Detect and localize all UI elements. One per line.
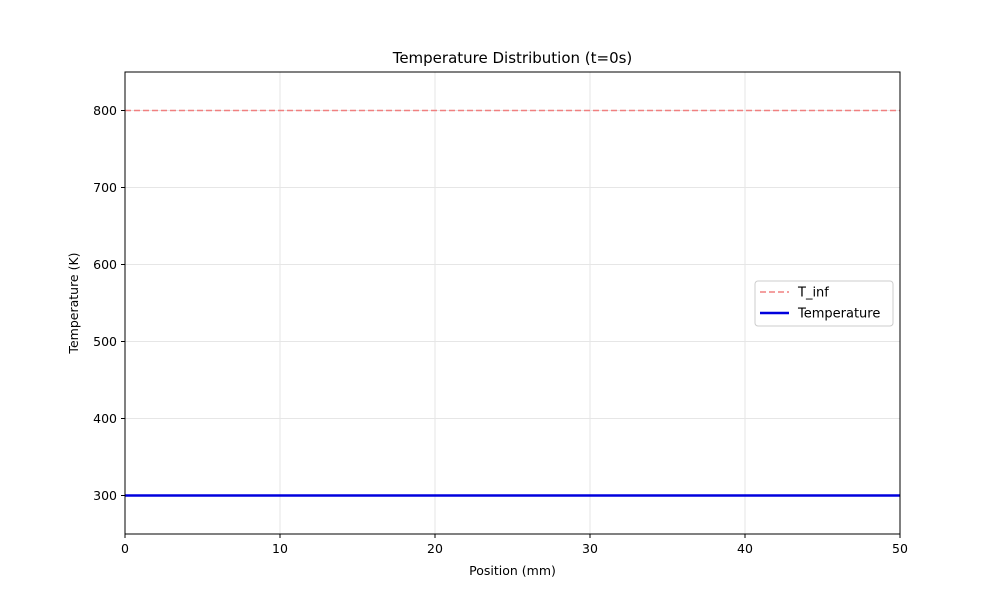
x-tick-label: 0 [121, 541, 129, 556]
y-tick-label: 600 [93, 257, 117, 272]
x-tick-label: 50 [892, 541, 908, 556]
y-tick-label: 500 [93, 334, 117, 349]
x-axis-label: Position (mm) [469, 563, 556, 578]
y-axis-label: Temperature (K) [66, 252, 81, 354]
y-tick-label: 700 [93, 180, 117, 195]
x-tick-label: 10 [272, 541, 288, 556]
legend-box [754, 280, 894, 327]
chart-title: Temperature Distribution (t=0s) [392, 49, 633, 67]
legend-label-t-inf: T_inf [797, 286, 829, 301]
y-tick-label: 400 [93, 411, 117, 426]
legend-label-temperature: Temperature [797, 307, 880, 322]
x-tick-label: 30 [582, 541, 598, 556]
x-tick-label: 40 [737, 541, 753, 556]
y-axis-ticks: 300 400 500 600 700 800 [93, 103, 125, 503]
y-tick-label: 300 [93, 488, 117, 503]
legend: T_inf Temperature [754, 280, 894, 327]
series-layer [125, 109, 900, 497]
y-tick-label: 800 [93, 103, 117, 118]
x-tick-label: 20 [427, 541, 443, 556]
x-axis-ticks: 0 10 20 30 40 50 [121, 534, 908, 556]
plot-frame [124, 71, 901, 535]
